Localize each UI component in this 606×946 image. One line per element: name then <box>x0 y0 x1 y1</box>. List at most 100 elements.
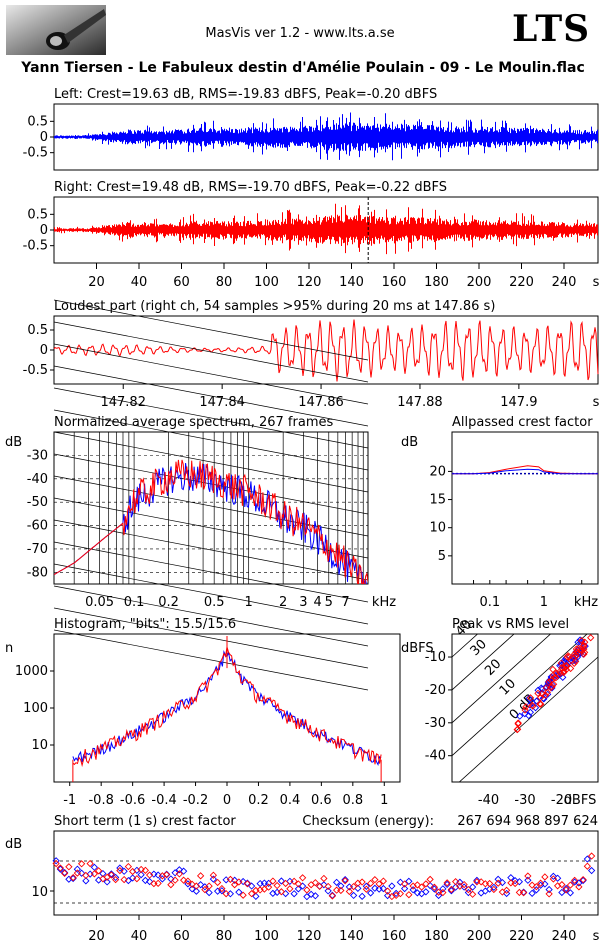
peak-rms-point <box>577 636 586 645</box>
x-unit-label: s <box>593 929 600 944</box>
x-tick-label: 1 <box>245 595 253 610</box>
crest-point <box>460 880 468 889</box>
crest-point <box>464 885 473 894</box>
peak-rms-title: Peak vs RMS level <box>452 617 569 632</box>
slope-line <box>53 387 369 449</box>
spectrum-frame <box>53 431 369 585</box>
crest-point <box>451 878 460 886</box>
crest-point <box>99 869 107 878</box>
waveform-title-right: Right: Crest=19.48 dB, RMS=-19.70 dBFS, … <box>54 180 447 195</box>
y-tick-label: 0.5 <box>27 323 48 338</box>
crest-point <box>307 890 315 898</box>
y-tick-label: -50 <box>27 495 48 510</box>
crest-point <box>277 877 286 885</box>
crest-point <box>468 883 477 891</box>
x-tick-label: 100 <box>254 929 279 944</box>
peak-rms-point <box>514 725 522 733</box>
y-tick-label: 0.5 <box>27 207 48 222</box>
slope-line <box>53 585 369 647</box>
x-tick-label: -40 <box>478 793 499 808</box>
crest-point <box>277 888 286 896</box>
crest-point <box>341 877 349 885</box>
crest-point <box>290 890 298 898</box>
x-tick-label: 60 <box>173 929 190 944</box>
crest-point <box>498 878 507 887</box>
crest-point <box>575 883 583 891</box>
crest-point <box>294 880 303 888</box>
peak-rms-point <box>536 693 545 702</box>
peak-rms-point <box>548 683 556 691</box>
allpass-frame <box>451 431 599 585</box>
crest-point <box>315 882 324 891</box>
file-name: Yann Tiersen - Le Fabuleux destin d'Amél… <box>21 60 585 76</box>
crest-point <box>562 886 570 894</box>
crest-point <box>86 859 94 868</box>
crest-point <box>396 878 405 886</box>
y-tick-label: -40 <box>425 749 446 764</box>
y-tick-label: -30 <box>27 448 48 463</box>
histogram-series <box>72 650 382 766</box>
crest-point <box>52 857 60 865</box>
crest-point <box>226 875 235 884</box>
crest-point <box>205 888 213 897</box>
peak-rms-point <box>537 700 545 708</box>
crest-point <box>111 873 120 882</box>
crest-point <box>549 875 558 883</box>
crest-point <box>124 876 133 885</box>
crest-point <box>141 866 150 874</box>
crest-point <box>162 871 171 879</box>
peak-rms-point <box>570 650 579 658</box>
crest-point <box>413 881 422 889</box>
x-tick-label: 220 <box>509 929 534 944</box>
y-axis-label: dB <box>5 435 22 450</box>
crest-point <box>239 877 247 886</box>
crest-point <box>154 879 162 887</box>
crest-point <box>73 869 82 877</box>
peak-rms-point <box>534 689 542 697</box>
y-axis-label: dB <box>401 435 418 450</box>
brand-logo-text: LTS <box>512 8 591 50</box>
crest-point <box>362 885 371 893</box>
x-unit-label: s <box>593 275 600 290</box>
y-tick-label: -40 <box>27 472 48 487</box>
slope-line <box>53 365 369 427</box>
x-tick-label: 80 <box>216 929 233 944</box>
x-tick-label: 160 <box>382 275 407 290</box>
peak-rms-point <box>552 669 561 677</box>
crest-point <box>235 878 243 886</box>
waveform-right <box>54 203 598 255</box>
crest-point <box>179 876 188 884</box>
crest-point <box>133 875 141 883</box>
crest-point <box>545 885 553 894</box>
x-tick-label: 4 <box>314 595 322 610</box>
crest-point <box>383 887 392 895</box>
slope-line <box>53 607 369 669</box>
crest-point <box>536 879 545 887</box>
x-tick-label: 0.1 <box>479 595 500 610</box>
y-tick-label: 100 <box>23 701 48 716</box>
x-tick-label: 0.2 <box>248 793 269 808</box>
x-tick-label: 60 <box>173 275 190 290</box>
peak-rms-point <box>560 664 568 672</box>
x-tick-label: 200 <box>467 929 492 944</box>
crest-point <box>269 877 277 885</box>
crest-point <box>269 889 277 898</box>
crest-point <box>379 884 388 893</box>
x-tick-label: -0.8 <box>88 793 113 808</box>
crest-point <box>558 880 566 889</box>
crest-point <box>56 865 65 873</box>
peak-rms-point <box>516 712 524 720</box>
crest-point <box>320 881 328 889</box>
crest-point <box>532 882 541 891</box>
crest-point <box>107 871 116 879</box>
crest-point <box>145 871 154 879</box>
crest-point <box>116 866 124 875</box>
crest-point <box>494 875 502 883</box>
crest-point <box>201 885 209 894</box>
x-tick-label: 240 <box>552 275 577 290</box>
crest-point <box>362 882 371 890</box>
y-tick-label: -10 <box>425 650 446 665</box>
crest-point <box>400 880 409 888</box>
peak-rms-point <box>526 708 535 716</box>
peak-rms-point <box>534 686 542 694</box>
